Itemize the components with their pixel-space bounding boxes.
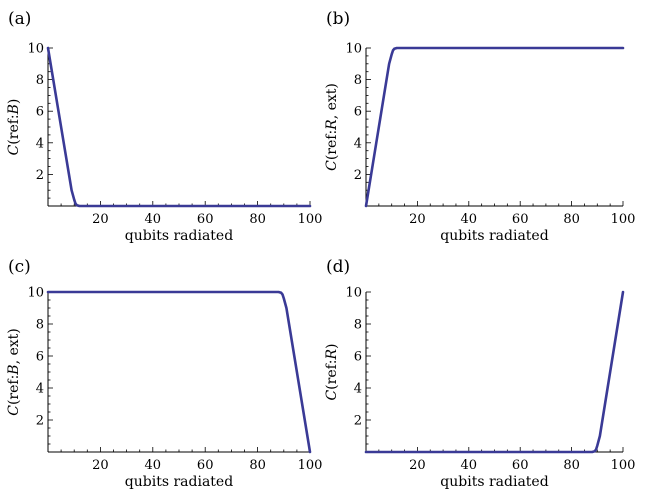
- y-title-part: (ref:: [324, 130, 340, 160]
- y-title-part: ): [6, 99, 22, 104]
- y-tick-label: 4: [354, 382, 362, 397]
- y-tick-label: 6: [36, 350, 44, 365]
- x-tick-label: 100: [298, 212, 323, 227]
- x-axis-title: qubits radiated: [440, 228, 548, 244]
- y-title-part: (ref:: [6, 114, 22, 144]
- y-tick-label: 8: [36, 318, 44, 333]
- x-tick-label: 100: [611, 458, 636, 473]
- series-line: [46, 46, 312, 208]
- x-tick-label: 60: [197, 212, 214, 227]
- y-title-part: , ext): [324, 83, 340, 119]
- y-tick-label: 2: [36, 168, 44, 183]
- panel-b: (b) 20 40 60 80 100 2 4 6 8 10 qubits radiated C(ref…: [324, 9, 635, 244]
- x-tick-label: 80: [563, 212, 580, 227]
- panel-label: (a): [8, 9, 31, 29]
- y-tick-label: 10: [27, 286, 44, 301]
- y-title-part: , ext): [6, 328, 22, 364]
- x-tick-label: 40: [145, 458, 162, 473]
- x-tick-label: 80: [563, 458, 580, 473]
- y-tick-label: 10: [345, 42, 362, 57]
- x-tick-label: 100: [298, 458, 323, 473]
- x-tick-label: 20: [409, 458, 426, 473]
- y-tick-label: 4: [354, 136, 362, 151]
- x-tick-label: 80: [249, 212, 266, 227]
- y-tick-label: 8: [354, 73, 362, 88]
- panel-d: (d) 20 40 60 80 100 2 4 6 8 10 qubits radiated C(ref…: [324, 257, 635, 490]
- series-line: [364, 290, 625, 454]
- y-title-part: C: [324, 160, 340, 171]
- y-tick-label: 6: [354, 105, 362, 120]
- y-axis-title: C(ref:B, ext): [6, 328, 22, 416]
- y-title-part: B: [6, 104, 22, 115]
- y-title-part: C: [6, 405, 22, 416]
- y-tick-label: 2: [354, 414, 362, 429]
- panel-c: (c) 20 40 60 80 100 2 4 6 8 10 qubits radiated C(ref…: [6, 257, 322, 490]
- y-tick-label: 6: [354, 350, 362, 365]
- y-title-part: C: [324, 390, 340, 401]
- series-line: [364, 46, 625, 208]
- y-tick-label: 8: [354, 318, 362, 333]
- panel-label: (b): [326, 9, 350, 29]
- y-tick-label: 2: [354, 168, 362, 183]
- x-axis-title: qubits radiated: [125, 228, 233, 244]
- x-tick-label: 80: [249, 458, 266, 473]
- y-title-part: R: [324, 348, 340, 360]
- y-tick-label: 10: [345, 286, 362, 301]
- y-tick-label: 4: [36, 136, 44, 151]
- y-axis-title: C(ref:B): [6, 99, 22, 156]
- x-axis-title: qubits radiated: [125, 474, 233, 490]
- y-title-part: (ref:: [6, 375, 22, 405]
- y-tick-label: 4: [36, 382, 44, 397]
- x-axis-title: qubits radiated: [440, 474, 548, 490]
- y-tick-label: 2: [36, 414, 44, 429]
- y-tick-label: 10: [27, 42, 44, 57]
- panel-a: (a) 20 40 60 80 100 2 4 6 8 10 qubits radiated C(ref…: [6, 9, 322, 244]
- y-title-part: ): [324, 343, 340, 348]
- x-tick-label: 60: [512, 212, 529, 227]
- x-tick-label: 20: [92, 212, 109, 227]
- x-tick-label: 40: [145, 212, 162, 227]
- x-tick-label: 40: [461, 212, 478, 227]
- x-tick-label: 40: [461, 458, 478, 473]
- y-tick-label: 6: [36, 105, 44, 120]
- panel-label: (c): [8, 257, 31, 277]
- y-title-part: B: [6, 364, 22, 375]
- x-tick-label: 60: [197, 458, 214, 473]
- y-title-part: (ref:: [324, 359, 340, 389]
- y-title-part: C: [6, 144, 22, 155]
- x-tick-label: 20: [92, 458, 109, 473]
- y-axis-title: C(ref:R, ext): [324, 83, 340, 171]
- x-tick-label: 60: [512, 458, 529, 473]
- y-axis-title: C(ref:R): [324, 343, 340, 400]
- y-tick-label: 8: [36, 73, 44, 88]
- x-tick-label: 100: [611, 212, 636, 227]
- series-line: [46, 290, 312, 454]
- y-title-part: R: [324, 119, 340, 131]
- x-tick-label: 20: [409, 212, 426, 227]
- panel-label: (d): [326, 257, 350, 277]
